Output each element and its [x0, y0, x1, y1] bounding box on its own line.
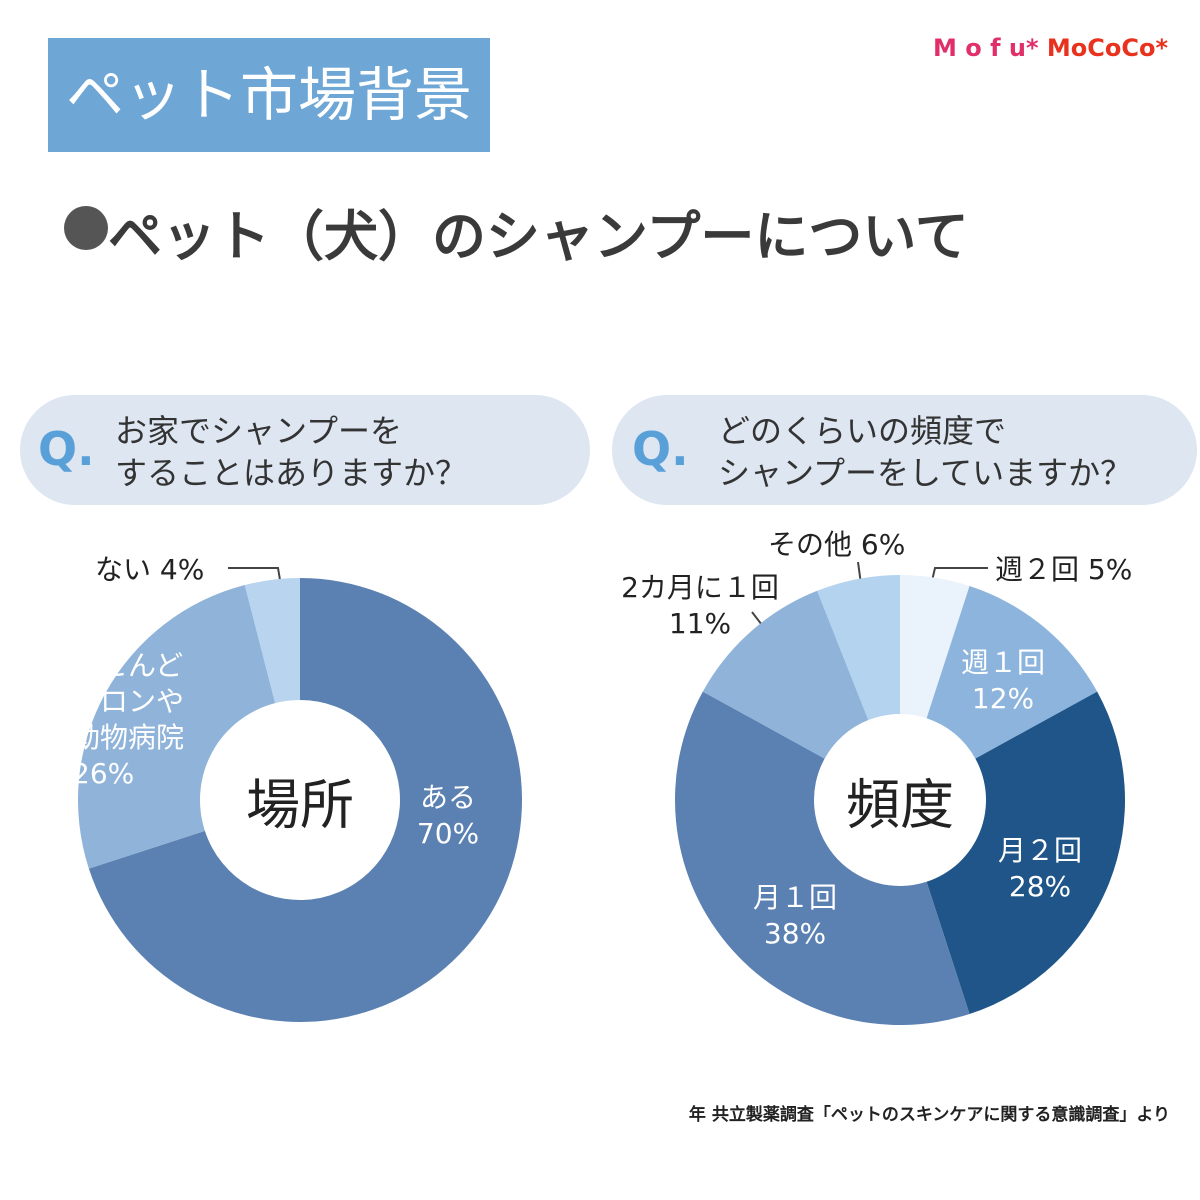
slice-label: ほとんど サロンや 動物病院 26% [72, 648, 184, 792]
logo: M o f u* MoCoCo* [933, 34, 1168, 62]
value-label: 12% [971, 682, 1035, 715]
value-label: 70% [416, 817, 480, 850]
slice-label: 2カ月に１回 11% [621, 570, 779, 642]
donut-slice [817, 575, 900, 721]
page-title: ペット市場背景 [48, 38, 490, 152]
source-note: 年 共立製薬調査「ペットのスキンケアに関する意識調査」より [688, 1105, 1170, 1125]
value-label: 5% [1087, 553, 1133, 586]
slice-label: 月１回 38% [753, 880, 837, 952]
value-label: 38% [763, 917, 827, 950]
category-label: その他 [768, 528, 853, 561]
question-mark: Q. [38, 422, 95, 476]
category-label: 週１回 [960, 646, 1046, 679]
question-mark: Q. [632, 422, 689, 476]
slice-label: ある 70% [417, 780, 479, 852]
donut-slice [702, 590, 869, 759]
question-bubble [20, 395, 590, 505]
logo-part: MoCoCo* [1046, 34, 1168, 62]
page-subtitle: ペット（犬）のシャンプーについて [108, 205, 969, 268]
value-label: 28% [1008, 870, 1072, 903]
value-label: 11% [668, 607, 732, 640]
value-label: 4% [159, 553, 205, 586]
bullet [64, 206, 108, 250]
donut-slice [900, 575, 970, 719]
slice-label: 週２回 5% [995, 552, 1132, 588]
donut-slice [88, 578, 523, 1022]
question-text: お家でシャンプーを することはありますか？ [115, 412, 468, 492]
donut-slice [926, 691, 1125, 1014]
donut-slice [926, 586, 1098, 759]
donut-slice [675, 691, 970, 1025]
category-label: ない [95, 553, 152, 586]
category-label: 2カ月に１回 [621, 571, 779, 604]
logo-part: M o f u* [933, 34, 1039, 62]
value-label: 26% [72, 757, 135, 790]
category-label: 月１回 [752, 881, 838, 914]
question-bubble [612, 395, 1197, 505]
slice-label: ない 4% [95, 552, 204, 588]
center-label: 頻度 [846, 773, 954, 837]
category-label: ほとんど サロンや 動物病院 [72, 649, 185, 754]
donut-slice [244, 578, 300, 704]
category-label: 月２回 [997, 834, 1083, 867]
slice-label: 週１回 12% [961, 645, 1045, 717]
donut-slice [77, 584, 276, 869]
center-label: 場所 [246, 773, 354, 837]
value-label: 6% [860, 528, 906, 561]
slice-label: その他 6% [768, 527, 905, 563]
question-text: どのくらいの頻度で シャンプーをしていますか？ [718, 412, 1133, 492]
slice-label: 月２回 28% [998, 833, 1082, 905]
category-label: 週２回 [995, 553, 1080, 586]
category-label: ある [419, 781, 477, 814]
